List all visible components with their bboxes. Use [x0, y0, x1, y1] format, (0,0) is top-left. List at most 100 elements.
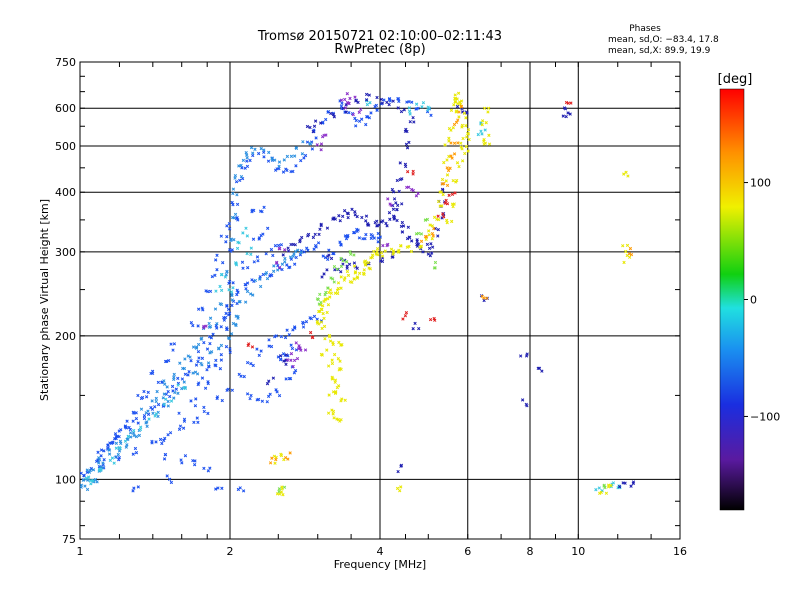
- data-point-3-921: [455, 104, 460, 109]
- data-point-4-1061: [338, 366, 342, 371]
- data-point-5-1167: [297, 344, 301, 348]
- data-point-8-1312: [432, 226, 436, 231]
- data-point-4-1151: [320, 353, 324, 357]
- data-point-0-352: [363, 237, 367, 241]
- data-point-0-344: [344, 237, 349, 241]
- data-point-4-1030: [465, 135, 469, 139]
- data-point-3-761: [400, 230, 405, 234]
- data-point-2-633: [87, 475, 91, 479]
- data-point-0-143: [249, 362, 253, 366]
- data-point-0-297: [219, 353, 223, 357]
- data-point-4-1152: [326, 364, 331, 368]
- data-point-2-665: [241, 231, 245, 235]
- data-point-0-34: [149, 405, 153, 410]
- data-point-0-147: [269, 344, 274, 349]
- data-point-0-146: [257, 353, 261, 357]
- data-point-1-544: [233, 176, 237, 180]
- y-tick-label-6: 600: [55, 102, 76, 115]
- data-point-1-534: [232, 238, 236, 242]
- data-point-0-170: [182, 417, 187, 421]
- data-point-4-980: [419, 245, 423, 249]
- data-point-2-691: [162, 402, 166, 407]
- data-point-5-1199: [416, 191, 420, 196]
- data-point-3-797: [398, 161, 402, 165]
- data-point-4-942: [336, 291, 340, 296]
- data-point-6-1252: [318, 292, 322, 297]
- data-point-0-187: [225, 304, 229, 308]
- data-point-4-1047: [459, 145, 463, 149]
- data-point-0-274: [416, 106, 420, 110]
- data-point-0-395: [136, 485, 140, 489]
- data-point-0-126: [196, 420, 200, 425]
- data-point-2-699: [483, 128, 487, 132]
- data-point-1-581: [208, 325, 213, 329]
- data-point-0-117: [154, 440, 158, 444]
- data-point-0-296: [219, 234, 223, 238]
- data-point-4-947: [336, 281, 341, 285]
- data-point-6-1250: [317, 302, 321, 306]
- colorbar-tick-label-1: 0: [750, 294, 757, 307]
- data-point-0-36: [156, 402, 161, 407]
- data-point-1-590: [188, 355, 192, 359]
- data-point-3-898: [524, 354, 529, 358]
- data-point-0-161: [301, 320, 305, 325]
- data-point-3-748: [384, 221, 388, 226]
- data-point-4-952: [345, 269, 350, 274]
- data-point-3-805: [411, 115, 415, 120]
- data-point-0-375: [146, 390, 150, 395]
- data-point-0-181: [228, 347, 232, 351]
- data-point-0-232: [314, 136, 318, 140]
- data-point-4-1073: [332, 416, 336, 420]
- data-point-7-1279: [403, 314, 408, 318]
- data-point-1-624: [88, 468, 93, 473]
- data-point-4-938: [328, 295, 332, 299]
- data-point-4-930: [321, 304, 325, 308]
- data-point-8-1298: [459, 104, 464, 108]
- data-point-4-968: [375, 250, 379, 254]
- data-point-3-814: [380, 101, 385, 105]
- data-point-1-521: [283, 260, 287, 264]
- data-point-0-63: [215, 326, 219, 330]
- data-point-3-713: [311, 235, 316, 240]
- data-point-4-1024: [457, 115, 461, 119]
- data-point-0-321: [293, 368, 298, 373]
- x-tick-label-1: 2: [227, 545, 234, 558]
- data-point-1-503: [234, 314, 238, 318]
- data-point-4-1015: [456, 91, 461, 95]
- data-point-3-918: [482, 298, 486, 303]
- data-point-3-817: [364, 92, 369, 97]
- data-point-0-268: [396, 97, 400, 101]
- data-point-0-302: [207, 365, 211, 369]
- data-point-0-12: [99, 448, 104, 452]
- data-point-0-129: [202, 405, 206, 410]
- data-point-8-1304: [268, 461, 273, 465]
- data-point-0-24: [127, 425, 131, 430]
- data-point-4-967: [375, 247, 380, 251]
- data-point-1-583: [199, 337, 203, 341]
- data-point-4-1145: [328, 335, 332, 339]
- data-point-1-602: [162, 392, 166, 396]
- data-point-0-356: [369, 232, 373, 237]
- data-point-0-144: [259, 349, 263, 353]
- data-point-4-958: [362, 260, 367, 264]
- data-point-3-825: [331, 112, 336, 117]
- data-point-2-642: [112, 461, 116, 465]
- data-point-1-577: [207, 321, 211, 326]
- data-point-4-1068: [326, 411, 331, 415]
- phases-title: Phases: [629, 24, 661, 34]
- data-point-3-754: [395, 218, 399, 223]
- data-point-0-307: [248, 396, 252, 401]
- data-point-4-1049: [459, 141, 463, 145]
- data-point-0-182: [228, 350, 232, 354]
- data-point-1-536: [229, 237, 233, 241]
- data-point-4-1147: [328, 339, 333, 343]
- data-point-0-294: [225, 235, 229, 239]
- data-point-4-1043: [454, 180, 458, 184]
- data-point-0-319: [287, 376, 292, 381]
- data-point-1-511: [259, 284, 263, 289]
- data-point-1-578: [208, 316, 213, 320]
- data-point-0-180: [224, 345, 229, 349]
- data-point-2-656: [227, 288, 231, 292]
- data-point-4-954: [352, 264, 357, 268]
